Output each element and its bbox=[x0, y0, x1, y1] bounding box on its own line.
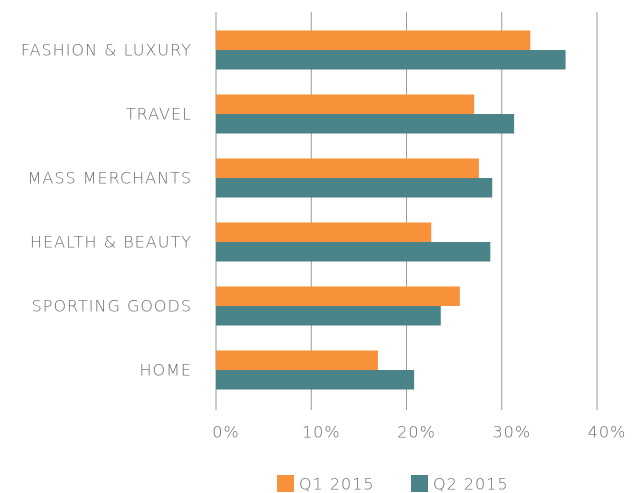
legend-swatch bbox=[411, 475, 428, 492]
bar bbox=[216, 158, 479, 178]
x-tick-label: 30% bbox=[492, 423, 531, 442]
y-tick-label: HOME bbox=[139, 361, 192, 380]
y-tick-label: HEALTH & BEAUTY bbox=[30, 233, 192, 252]
bar bbox=[216, 306, 441, 326]
bar bbox=[216, 94, 475, 114]
bar bbox=[216, 350, 378, 370]
legend-swatch bbox=[277, 475, 294, 492]
y-tick-label: SPORTING GOODS bbox=[32, 297, 192, 316]
bar bbox=[216, 178, 493, 198]
y-tick-label: MASS MERCHANTS bbox=[28, 169, 192, 188]
bar bbox=[216, 50, 566, 70]
x-tick-label: 10% bbox=[302, 423, 341, 442]
x-tick-label: 40% bbox=[588, 423, 627, 442]
bar bbox=[216, 114, 515, 134]
y-tick-label: FASHION & LUXURY bbox=[21, 41, 192, 60]
x-tick-label: 20% bbox=[397, 423, 436, 442]
bar bbox=[216, 242, 491, 262]
bar bbox=[216, 30, 531, 50]
legend-label: Q1 2015 bbox=[299, 475, 375, 493]
legend-label: Q2 2015 bbox=[433, 475, 509, 493]
y-tick-label: TRAVEL bbox=[126, 105, 192, 124]
bar bbox=[216, 370, 415, 390]
bar bbox=[216, 222, 432, 242]
bar bbox=[216, 286, 460, 306]
x-tick-label: 0% bbox=[212, 423, 239, 442]
